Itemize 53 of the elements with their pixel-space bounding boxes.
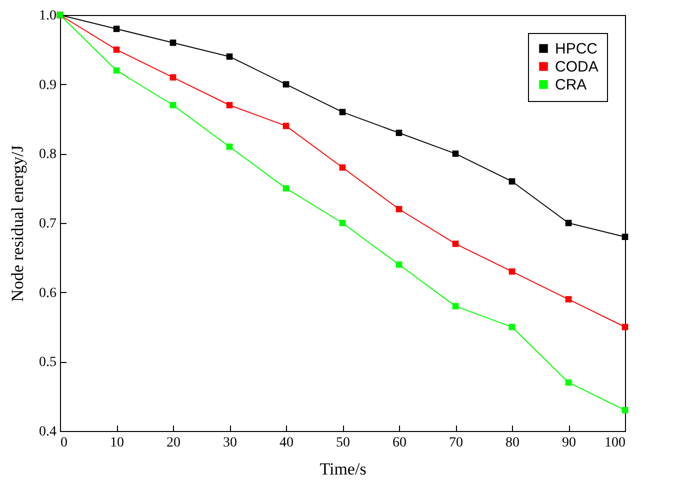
- point: [508, 178, 516, 185]
- point: [339, 220, 346, 226]
- point: [565, 379, 572, 386]
- x-tick-label: 70: [449, 436, 463, 450]
- x-tick-label: 60: [392, 436, 406, 450]
- point: [452, 303, 459, 310]
- point: [226, 102, 233, 108]
- y-tick-label: 0.6: [39, 286, 56, 301]
- point: [508, 268, 516, 275]
- point: [170, 40, 176, 46]
- y-axis-title: Node residual energy/J: [8, 144, 27, 302]
- point: [622, 407, 628, 414]
- x-axis-title: Time/s: [320, 460, 366, 478]
- point: [396, 130, 402, 136]
- x-tick-label: 90: [562, 436, 576, 450]
- y-tick-label: 0.8: [39, 147, 56, 162]
- point: [565, 296, 572, 302]
- x-tick-label: 0: [60, 436, 68, 450]
- legend-label: CODA: [555, 58, 598, 76]
- legend-label: CRA: [555, 76, 587, 94]
- point: [452, 150, 459, 157]
- point: [339, 108, 346, 116]
- x-tick-label: 100: [604, 436, 626, 450]
- point: [282, 122, 290, 130]
- x-tick-label: 80: [506, 436, 520, 450]
- point: [170, 102, 176, 108]
- x-tick-label: 10: [110, 436, 124, 450]
- point: [622, 324, 628, 330]
- point: [396, 206, 402, 212]
- point: [508, 324, 516, 330]
- point: [226, 144, 233, 150]
- y-tick-label: 0.5: [39, 355, 56, 370]
- y-tick-label: 0.9: [39, 78, 56, 93]
- point: [339, 164, 346, 171]
- x-tick-label: 30: [223, 436, 237, 450]
- legend-label: HPCC: [555, 40, 598, 58]
- x-tick-label: 50: [336, 436, 350, 450]
- point: [396, 261, 402, 268]
- point: [113, 67, 120, 74]
- point: [113, 46, 120, 53]
- point: [622, 234, 628, 240]
- x-tick-label: 40: [280, 436, 294, 450]
- y-tick-label: 0.4: [39, 424, 56, 440]
- point: [170, 74, 176, 81]
- point: [282, 81, 290, 88]
- y-tick-label: 1.0: [39, 8, 56, 24]
- point: [565, 220, 572, 226]
- point: [226, 53, 233, 60]
- y-tick-label: 0.7: [39, 216, 56, 232]
- point: [113, 26, 120, 32]
- x-tick-label: 20: [166, 436, 180, 450]
- point: [282, 185, 290, 192]
- point: [452, 240, 459, 247]
